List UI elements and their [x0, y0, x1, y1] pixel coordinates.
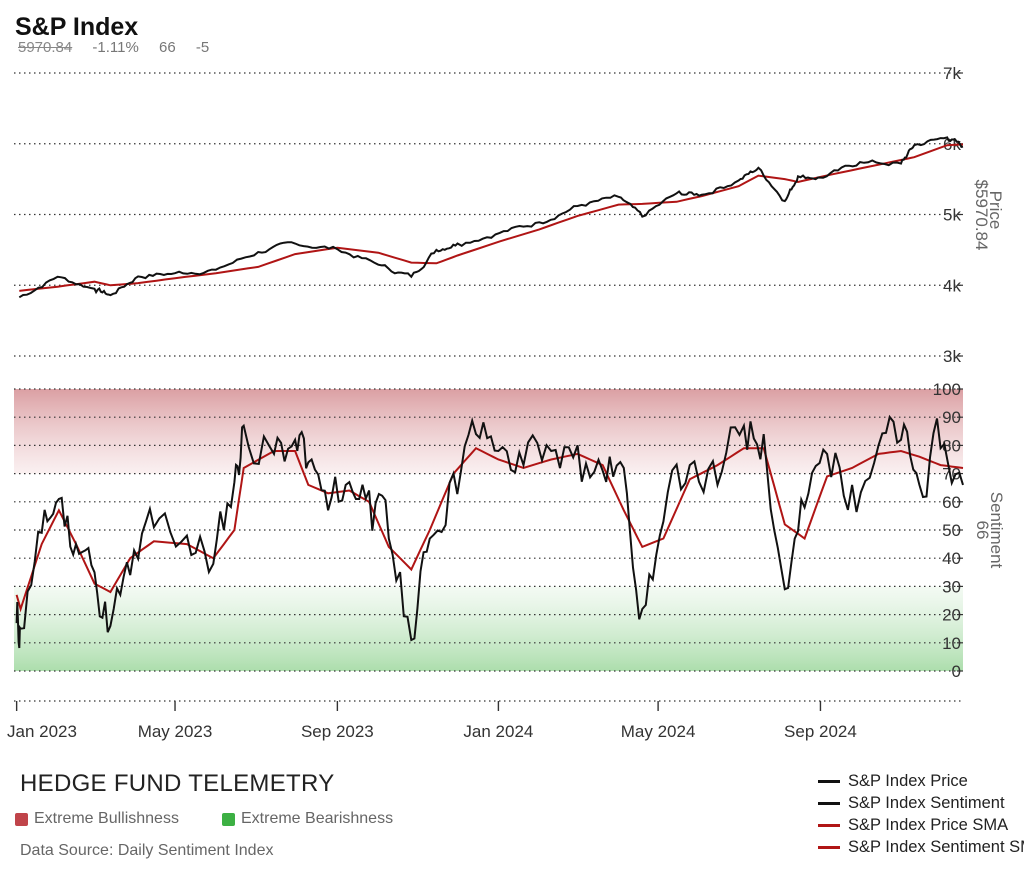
legend-line-price-sma: [818, 823, 840, 827]
legend-label-price: S&P Index Price: [848, 771, 968, 790]
sentiment-tick-label: 100: [933, 380, 961, 399]
header-sentiment-change: -5: [195, 39, 210, 56]
header-sentiment: 66: [159, 39, 176, 56]
x-tick-label: May 2023: [138, 722, 213, 741]
price-tick-label: 5k: [943, 206, 961, 225]
series-legend: S&P Index Price S&P Index Sentiment S&P …: [818, 770, 1024, 858]
extreme-bearish-zone: [14, 586, 963, 671]
x-tick-label: May 2024: [621, 722, 696, 741]
sentiment-ylabel-value: 66: [973, 521, 992, 540]
chart-title: S&P Index: [15, 13, 139, 41]
x-tick-label: Sep 2024: [784, 722, 857, 741]
bearish-swatch: [222, 812, 235, 826]
legend-line-price: [818, 779, 840, 783]
extreme-bullish-key: Extreme Bullishness: [15, 810, 179, 828]
extreme-bearish-key: Extreme Bearishness: [222, 810, 393, 828]
legend-label-price-sma: S&P Index Price SMA: [848, 815, 1009, 834]
sentiment-line: [15, 414, 964, 649]
sentiment-tick-label: 60: [942, 493, 961, 512]
sentiment-tick-label: 20: [942, 606, 961, 625]
sentiment-tick-label: 0: [952, 662, 961, 681]
sentiment-tick-label: 80: [942, 436, 961, 455]
x-tick-label: Jan 2024: [463, 722, 533, 741]
x-tick-label: Sep 2023: [301, 722, 374, 741]
bullish-swatch: [15, 812, 28, 826]
legend-item-price[interactable]: S&P Index Price: [818, 770, 1024, 792]
legend-label-sentiment-sma: S&P Index Sentiment SMA: [848, 837, 1024, 856]
x-tick-label: Jan 2023: [7, 722, 77, 741]
header-change-pct: -1.11%: [92, 39, 139, 56]
legend-item-price-sma[interactable]: S&P Index Price SMA: [818, 814, 1024, 836]
price-line: [18, 136, 964, 299]
legend-item-sentiment-sma[interactable]: S&P Index Sentiment SMA: [818, 836, 1024, 858]
price-tick-label: 4k: [943, 276, 961, 295]
extreme-bullish-zone: [14, 389, 963, 474]
brand-name: HEDGE FUND TELEMETRY: [20, 770, 335, 797]
legend-item-sentiment[interactable]: S&P Index Sentiment: [818, 792, 1024, 814]
sentiment-tick-label: 90: [942, 408, 961, 427]
price-ylabel: Price: [986, 191, 1005, 230]
sentiment-tick-label: 10: [942, 634, 961, 653]
price-tick-label: 7k: [943, 64, 961, 83]
sentiment-ylabel: Sentiment: [987, 492, 1006, 569]
legend-label-sentiment: S&P Index Sentiment: [848, 793, 1005, 812]
sentiment-tick-label: 70: [942, 465, 961, 484]
price-sma-line: [19, 143, 964, 292]
price-tick-label: 3k: [943, 347, 961, 366]
sentiment-tick-label: 40: [942, 549, 961, 568]
sentiment-tick-label: 50: [942, 521, 961, 540]
sentiment-tick-label: 30: [942, 577, 961, 596]
bearish-label: Extreme Bearishness: [241, 810, 394, 827]
header-price: 5970.84: [18, 39, 73, 56]
legend-line-sentiment: [818, 801, 840, 805]
price-ylabel-value: $5970.84: [972, 180, 991, 251]
header-stats: 5970.84 -1.11% 66 -5: [18, 39, 225, 57]
bullish-label: Extreme Bullishness: [34, 810, 179, 827]
data-source: Data Source: Daily Sentiment Index: [20, 842, 274, 859]
legend-line-sentiment-sma: [818, 845, 840, 849]
